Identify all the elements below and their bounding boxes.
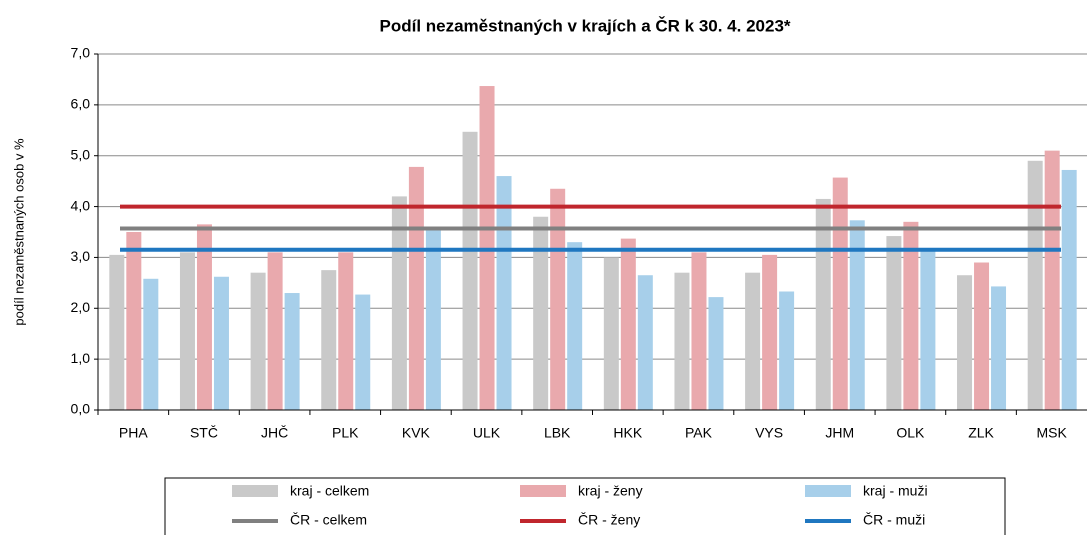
bar (284, 293, 300, 410)
bar (355, 294, 371, 410)
x-tick-label: JHM (825, 425, 854, 441)
y-tick-label: 6,0 (71, 96, 91, 112)
bar (338, 252, 354, 410)
bar (567, 242, 583, 410)
x-tick-label: PAK (685, 425, 713, 441)
y-tick-label: 1,0 (71, 350, 91, 366)
legend-label: kraj - celkem (290, 483, 369, 499)
x-tick-label: PHA (119, 425, 148, 441)
x-tick-label: MSK (1037, 425, 1068, 441)
bar (674, 272, 690, 410)
y-tick-label: 0,0 (71, 401, 91, 417)
bar (425, 229, 441, 410)
x-tick-label: HKK (613, 425, 642, 441)
bar (762, 254, 778, 410)
legend-label: ČR - celkem (290, 512, 367, 528)
bar (957, 275, 973, 410)
bar (109, 254, 125, 410)
bar (126, 232, 142, 410)
bar (779, 291, 795, 410)
x-tick-label: VYS (755, 425, 783, 441)
x-tick-label: OLK (896, 425, 925, 441)
bar (745, 272, 761, 410)
legend-swatch (232, 485, 278, 497)
bar (832, 177, 848, 410)
bar (708, 297, 724, 410)
bar (903, 221, 919, 410)
bar (849, 220, 865, 410)
bar (533, 216, 549, 410)
legend-label: kraj - muži (863, 483, 928, 499)
bar (920, 249, 936, 410)
bar (462, 131, 478, 410)
bar (213, 276, 229, 410)
bar (408, 166, 424, 410)
bar (974, 262, 990, 410)
bar (321, 270, 337, 410)
x-tick-label: KVK (402, 425, 431, 441)
y-tick-label: 5,0 (71, 146, 91, 162)
y-tick-label: 7,0 (71, 45, 91, 61)
bar (991, 286, 1007, 410)
legend-swatch (805, 485, 851, 497)
bar (143, 278, 159, 410)
bar (196, 224, 212, 410)
bar (496, 176, 512, 410)
bar (1044, 150, 1060, 410)
bar (550, 188, 566, 410)
legend-box (164, 477, 1006, 535)
bar (637, 275, 653, 410)
bar (691, 252, 707, 410)
x-tick-label: LBK (544, 425, 571, 441)
bar (1061, 169, 1077, 410)
bar (620, 238, 636, 410)
legend-label: ČR - ženy (578, 512, 640, 528)
x-tick-label: JHČ (261, 425, 288, 441)
x-tick-label: STČ (190, 425, 218, 441)
chart-title: Podíl nezaměstnaných v krajích a ČR k 30… (379, 16, 790, 35)
y-tick-label: 2,0 (71, 299, 91, 315)
bar (603, 257, 619, 410)
bar (815, 198, 831, 410)
bar (267, 252, 283, 410)
bar (1027, 160, 1043, 410)
y-axis-label: podíl nezaměstnaných osob v % (11, 138, 26, 326)
bar (250, 272, 266, 410)
x-tick-label: ZLK (968, 425, 994, 441)
x-tick-label: ULK (473, 425, 501, 441)
legend-label: kraj - ženy (578, 483, 643, 499)
bar (886, 236, 902, 410)
bar (179, 252, 195, 410)
legend-swatch (520, 485, 566, 497)
legend-label: ČR - muži (863, 512, 925, 528)
y-tick-label: 4,0 (71, 197, 91, 213)
y-tick-label: 3,0 (71, 248, 91, 264)
x-tick-label: PLK (332, 425, 359, 441)
